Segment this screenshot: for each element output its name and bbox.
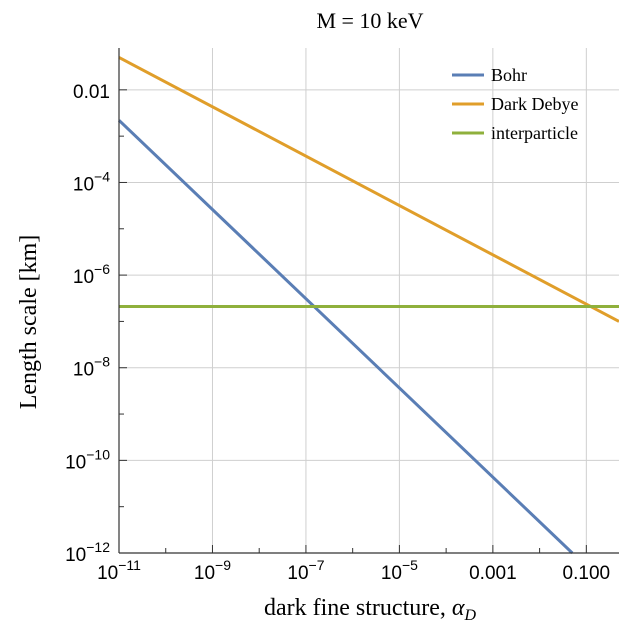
- gridlines: [118, 48, 619, 554]
- x-tick-label: 10−9: [194, 557, 231, 584]
- y-tick-label: 10−6: [73, 261, 110, 288]
- x-axis-label-text: dark fine structure,: [264, 595, 452, 621]
- axes: [118, 48, 619, 554]
- x-axis-label-subscript: D: [463, 607, 476, 624]
- chart-title: M = 10 keV: [316, 8, 423, 33]
- x-axis-label: dark fine structure, αD: [264, 595, 477, 624]
- series-line-2: [118, 56, 619, 323]
- series-lines: [117, 56, 619, 555]
- legend-label-3: interparticle: [491, 123, 578, 143]
- y-tick-label: 10−12: [65, 539, 110, 566]
- series-line-1: [117, 119, 574, 555]
- x-tick-label: 10−5: [381, 557, 418, 584]
- x-axis-label-symbol: α: [452, 595, 465, 621]
- y-tick-label: 10−8: [73, 354, 110, 381]
- legend-label-2: Dark Debye: [491, 94, 578, 114]
- y-tick-label: 10−10: [65, 446, 110, 473]
- legend-label-1: Bohr: [491, 65, 527, 85]
- x-tick-label: 0.100: [563, 563, 611, 584]
- x-tick-label: 10−7: [287, 557, 324, 584]
- legend: Bohr Dark Debye interparticle: [452, 65, 578, 143]
- x-tick-label: 10−11: [97, 557, 141, 584]
- tick-labels: 10−11 10−9 10−7 10−5 0.001 0.100 10−12 10−10 10−…: [65, 82, 610, 584]
- y-tick-label: 0.01: [73, 82, 110, 103]
- x-tick-label: 0.001: [469, 563, 517, 584]
- y-axis-label: Length scale [km]: [16, 235, 42, 410]
- y-tick-label: 10−4: [73, 168, 110, 195]
- tick-marks: [118, 89, 587, 554]
